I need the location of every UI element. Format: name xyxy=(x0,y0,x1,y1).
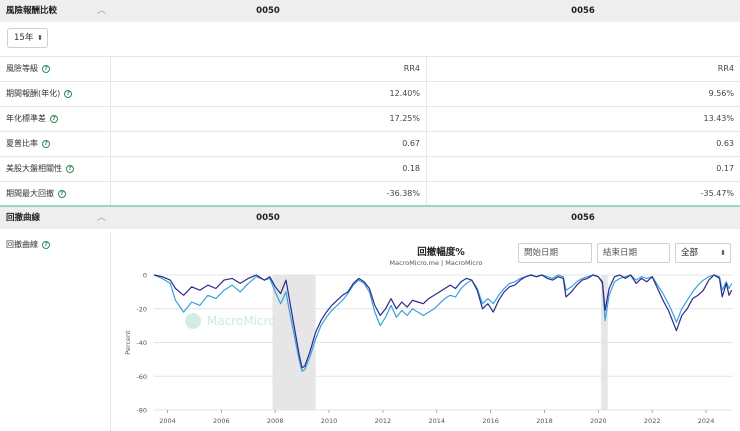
drawdown-col-0050: 0050 xyxy=(256,213,280,223)
metric-value-0050: 0.67 xyxy=(402,139,420,148)
drawdown-chart: 回撤幅度% MacroMicro.me | MacroMicro 開始日期 結束… xyxy=(110,233,740,431)
metric-label: 期間報酬(年化)? xyxy=(6,82,73,106)
metric-label: 年化標準差? xyxy=(6,107,58,131)
risk-col-0050: 0050 xyxy=(256,6,280,16)
period-select[interactable]: 15年 ⬍ xyxy=(7,28,48,48)
drawdown-col-0056: 0056 xyxy=(571,213,595,223)
metric-row: 期間報酬(年化)? 12.40% 9.56% xyxy=(0,81,740,106)
help-icon[interactable]: ? xyxy=(42,240,50,249)
metric-label-text: 期間最大回撤 xyxy=(6,189,54,198)
x-tick-label: 2016 xyxy=(482,417,499,425)
metric-label: 風險等級? xyxy=(6,57,50,81)
x-tick-label: 2012 xyxy=(375,417,392,425)
end-date-input[interactable]: 結束日期 xyxy=(597,243,670,263)
y-tick-label: -40 xyxy=(136,339,147,347)
y-tick-label: -60 xyxy=(136,373,147,381)
select-arrows-icon: ⬍ xyxy=(37,34,43,42)
series-line-0050 xyxy=(153,274,733,369)
y-tick-label: -20 xyxy=(136,305,147,313)
period-select-value: 15年 xyxy=(14,33,34,43)
risk-section-title: 風險報酬比較 xyxy=(6,6,58,16)
risk-section-header: 風險報酬比較 ︿ 0050 0056 xyxy=(0,0,740,22)
metric-value-0056: 9.56% xyxy=(708,89,734,98)
chart-title: 回撤幅度% xyxy=(417,247,465,258)
column-divider xyxy=(110,56,111,205)
help-icon[interactable]: ? xyxy=(66,164,74,173)
drawdown-row-label-text: 回撤曲線 xyxy=(6,240,38,249)
metric-label: 美股大盤相關性? xyxy=(6,157,74,181)
collapse-risk-icon[interactable]: ︿ xyxy=(97,6,107,16)
metric-label-text: 美股大盤相關性 xyxy=(6,164,62,173)
drawdown-section-title: 回撤曲線 xyxy=(6,213,41,223)
help-icon[interactable]: ? xyxy=(64,89,73,98)
metric-value-0050: RR4 xyxy=(403,64,420,73)
metric-row: 風險等級? RR4 RR4 xyxy=(0,56,740,81)
series-line-0056 xyxy=(153,274,733,372)
y-tick-label: -80 xyxy=(136,407,147,415)
help-icon[interactable]: ? xyxy=(58,189,66,198)
y-axis-label: Percent xyxy=(124,330,132,355)
metric-value-0050: 17.25% xyxy=(389,114,420,123)
metric-label-text: 夏普比率 xyxy=(6,139,38,148)
metric-label-text: 風險等級 xyxy=(6,64,38,73)
metric-label: 期間最大回撤? xyxy=(6,182,66,206)
metric-value-0056: -35.47% xyxy=(700,189,734,198)
metric-value-0056: RR4 xyxy=(717,64,734,73)
range-select[interactable]: 全部 ⬍ xyxy=(675,243,731,263)
range-select-value: 全部 xyxy=(681,248,699,258)
metric-label: 夏普比率? xyxy=(6,132,50,156)
column-divider xyxy=(426,56,427,205)
metric-label-text: 年化標準差 xyxy=(6,114,46,123)
help-icon[interactable]: ? xyxy=(50,114,58,123)
metric-row: 年化標準差? 17.25% 13.43% xyxy=(0,106,740,131)
risk-col-0056: 0056 xyxy=(571,6,595,16)
chart-subtitle: MacroMicro.me | MacroMicro xyxy=(389,259,483,267)
x-tick-label: 2020 xyxy=(590,417,607,425)
start-date-input[interactable]: 開始日期 xyxy=(518,243,592,263)
metric-value-0050: 0.18 xyxy=(402,164,420,173)
metric-row: 期間最大回撤? -36.38% -35.47% xyxy=(0,181,740,206)
watermark-text: MacroMicro xyxy=(207,314,276,328)
x-tick-label: 2014 xyxy=(428,417,445,425)
section-divider xyxy=(0,205,740,207)
collapse-drawdown-icon[interactable]: ︿ xyxy=(97,213,107,223)
metric-value-0050: 12.40% xyxy=(389,89,420,98)
help-icon[interactable]: ? xyxy=(42,64,50,73)
x-tick-label: 2010 xyxy=(321,417,338,425)
help-icon[interactable]: ? xyxy=(42,139,50,148)
x-tick-label: 2006 xyxy=(213,417,230,425)
metric-row: 夏普比率? 0.67 0.63 xyxy=(0,131,740,156)
metric-value-0056: 13.43% xyxy=(703,114,734,123)
x-tick-label: 2022 xyxy=(644,417,661,425)
x-tick-label: 2018 xyxy=(536,417,553,425)
y-tick-label: 0 xyxy=(143,272,147,280)
metric-value-0050: -36.38% xyxy=(386,189,420,198)
x-tick-label: 2024 xyxy=(698,417,715,425)
chart-canvas: 0 -20 -40 -60 -80 2004 2006 2008 2010 2012 2014 201… xyxy=(124,272,733,425)
metric-label-text: 期間報酬(年化) xyxy=(6,89,61,98)
drawdown-row-label: 回撤曲線? xyxy=(6,239,50,250)
watermark-logo-icon xyxy=(185,313,201,329)
drawdown-section-header: 回撤曲線 ︿ 0050 0056 xyxy=(0,207,740,229)
select-arrows-icon: ⬍ xyxy=(720,249,726,257)
x-tick-label: 2004 xyxy=(159,417,176,425)
x-tick-label: 2008 xyxy=(267,417,284,425)
metric-value-0056: 0.63 xyxy=(716,139,734,148)
metric-row: 美股大盤相關性? 0.18 0.17 xyxy=(0,156,740,181)
metric-value-0056: 0.17 xyxy=(716,164,734,173)
